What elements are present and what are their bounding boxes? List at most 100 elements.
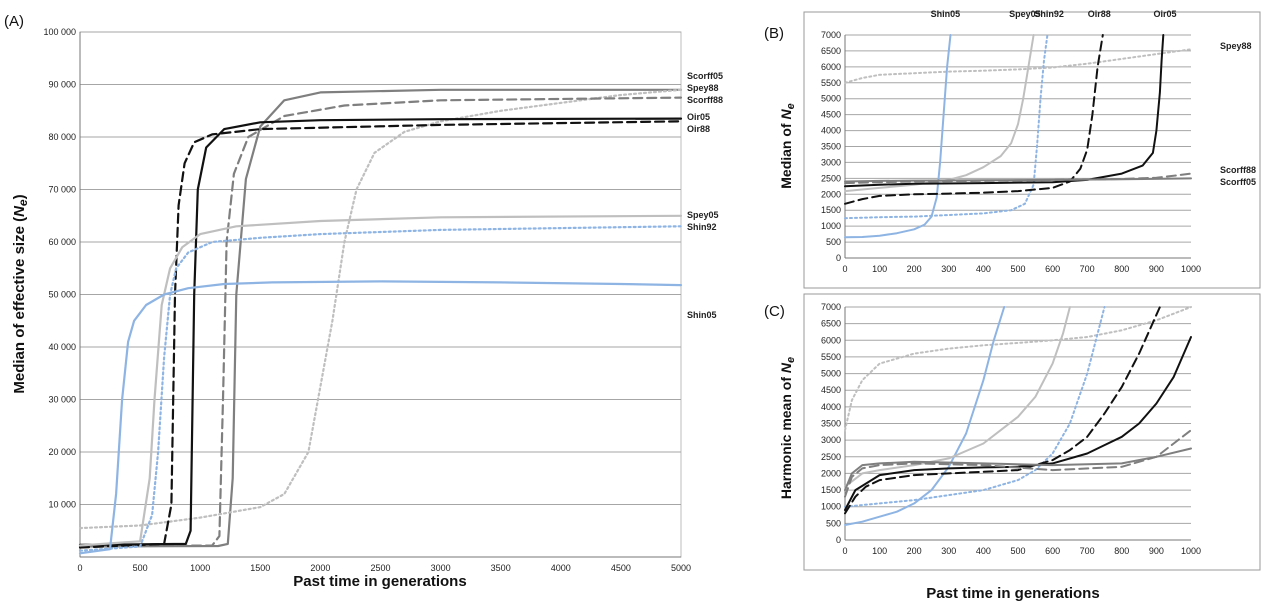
x-tick-label: 600 bbox=[1045, 264, 1060, 274]
series-label-oir88: Oir88 bbox=[687, 124, 710, 134]
y-tick-label: 50 000 bbox=[48, 290, 76, 300]
series-line-spey05 bbox=[78, 214, 683, 547]
panel-b-gridlines bbox=[844, 34, 1191, 259]
x-tick-label: 400 bbox=[976, 546, 991, 556]
x-tick-label: 600 bbox=[1045, 546, 1060, 556]
y-tick-label: 1500 bbox=[821, 205, 841, 215]
top-label-shin92: Shin92 bbox=[1034, 9, 1064, 19]
y-tick-label: 3500 bbox=[821, 419, 841, 429]
panel-a-y-axis-label: Median of effective size (Ne) bbox=[11, 194, 30, 393]
x-tick-label: 700 bbox=[1080, 546, 1095, 556]
panel-b: (B) 050010001500200025003000350040004500… bbox=[764, 9, 1261, 289]
x-tick-label: 300 bbox=[941, 546, 956, 556]
series-line-shin05 bbox=[844, 34, 952, 239]
x-tick-label: 400 bbox=[976, 264, 991, 274]
top-label-oir88: Oir88 bbox=[1088, 9, 1111, 19]
y-tick-label: 7000 bbox=[821, 302, 841, 312]
x-tick-label: 500 bbox=[1010, 264, 1025, 274]
series-label-shin05: Shin05 bbox=[687, 310, 717, 320]
panel-c-y-tick-labels: 0 500 1000 1500 2000 2500 3000 3500 4000 4500 5000… bbox=[821, 302, 841, 545]
x-tick-label: 1000 bbox=[1181, 264, 1201, 274]
series-label-spey88: Spey88 bbox=[687, 83, 719, 93]
x-tick-label: 200 bbox=[907, 546, 922, 556]
series-line-shin92 bbox=[844, 306, 1106, 508]
series-line-spey88 bbox=[844, 48, 1192, 84]
panel-a-x-tick-labels: 0 500 1000 1500 2000 2500 3000 3500 4000 4500 5000 bbox=[77, 563, 691, 573]
series-line-oir88 bbox=[844, 306, 1161, 515]
panel-c-y-axis-label: Harmonic mean of Ne bbox=[778, 357, 797, 499]
panel-a-series bbox=[78, 88, 683, 555]
x-tick-label: 900 bbox=[1149, 546, 1164, 556]
x-tick-label: 4000 bbox=[551, 563, 571, 573]
y-tick-label: 6500 bbox=[821, 46, 841, 56]
right-label-scorff05: Scorff05 bbox=[1220, 177, 1256, 187]
x-tick-label: 500 bbox=[1010, 546, 1025, 556]
series-line-scorff88 bbox=[844, 429, 1192, 498]
y-tick-label: 5000 bbox=[821, 94, 841, 104]
panel-b-y-axis-label: Median of Ne bbox=[778, 103, 797, 188]
y-tick-label: 0 bbox=[836, 535, 841, 545]
panel-b-label: (B) bbox=[764, 25, 784, 42]
y-tick-label: 5500 bbox=[821, 78, 841, 88]
series-label-oir05: Oir05 bbox=[687, 112, 710, 122]
series-line-scorff05 bbox=[78, 88, 683, 548]
panel-c-x-tick-labels: 0 100 200 300 400 500 600 700 800 900 1000 bbox=[842, 546, 1201, 556]
series-line-shin92 bbox=[844, 34, 1049, 220]
y-tick-label: 10 000 bbox=[48, 500, 76, 510]
series-line-shin92 bbox=[78, 225, 683, 552]
series-line-spey88 bbox=[844, 306, 1192, 432]
y-tick-label: 4000 bbox=[821, 402, 841, 412]
series-line-oir88 bbox=[844, 34, 1104, 205]
y-tick-label: 4500 bbox=[821, 385, 841, 395]
y-tick-label: 6000 bbox=[821, 62, 841, 72]
x-tick-label: 800 bbox=[1114, 264, 1129, 274]
panel-c-label: (C) bbox=[764, 303, 785, 320]
y-tick-label: 20 000 bbox=[48, 447, 76, 457]
x-tick-label: 3500 bbox=[491, 563, 511, 573]
panel-a: (A) 10 000 20 000 30 000 40 000 50 000 60 000… bbox=[4, 13, 723, 590]
y-tick-label: 5000 bbox=[821, 369, 841, 379]
x-tick-label: 300 bbox=[941, 264, 956, 274]
series-line-oir88 bbox=[78, 120, 683, 549]
y-tick-label: 30 000 bbox=[48, 395, 76, 405]
x-tick-label: 700 bbox=[1080, 264, 1095, 274]
y-tick-label: 5500 bbox=[821, 352, 841, 362]
series-line-oir05 bbox=[78, 117, 683, 547]
panel-a-series-labels: Scorff05 Spey88 Scorff88 Oir05 Oir88 Spey05 Sh… bbox=[687, 71, 723, 320]
y-tick-label: 90 000 bbox=[48, 80, 76, 90]
y-tick-label: 2500 bbox=[821, 173, 841, 183]
y-tick-label: 6500 bbox=[821, 319, 841, 329]
x-tick-label: 1000 bbox=[1181, 546, 1201, 556]
y-tick-label: 40 000 bbox=[48, 342, 76, 352]
series-line-scorff88 bbox=[78, 96, 683, 548]
series-line-shin05 bbox=[844, 306, 1006, 526]
x-tick-label: 900 bbox=[1149, 264, 1164, 274]
series-line-shin05 bbox=[78, 280, 683, 555]
panel-b-y-tick-labels: 0 500 1000 1500 2000 2500 3000 3500 4000 4500 5000… bbox=[821, 30, 841, 263]
x-tick-label: 100 bbox=[872, 264, 887, 274]
x-tick-label: 5000 bbox=[671, 563, 691, 573]
top-label-shin05: Shin05 bbox=[931, 9, 961, 19]
panel-c-x-axis-label: Past time in generations bbox=[926, 585, 1099, 602]
y-tick-label: 2000 bbox=[821, 189, 841, 199]
series-line-scorff05 bbox=[844, 177, 1192, 183]
top-label-oir05: Oir05 bbox=[1154, 9, 1177, 19]
y-tick-label: 1000 bbox=[821, 221, 841, 231]
y-tick-label: 4500 bbox=[821, 110, 841, 120]
y-tick-label: 2000 bbox=[821, 468, 841, 478]
x-tick-label: 1000 bbox=[190, 563, 210, 573]
x-tick-label: 800 bbox=[1114, 546, 1129, 556]
series-label-scorff05: Scorff05 bbox=[687, 71, 723, 81]
x-tick-label: 1500 bbox=[250, 563, 270, 573]
panel-b-right-series-labels: Spey88 Scorff88 Scorff05 bbox=[1220, 41, 1256, 187]
series-line-scorff88 bbox=[844, 172, 1192, 185]
panel-b-x-tick-labels: 0 100 200 300 400 500 600 700 800 900 1000 bbox=[842, 264, 1201, 274]
series-line-oir05 bbox=[844, 336, 1192, 511]
panel-a-label: (A) bbox=[4, 13, 24, 30]
y-tick-label: 1000 bbox=[821, 502, 841, 512]
y-tick-label: 100 000 bbox=[43, 27, 76, 37]
right-label-spey88: Spey88 bbox=[1220, 41, 1252, 51]
series-line-oir05 bbox=[844, 34, 1165, 188]
panel-b-frame bbox=[803, 11, 1261, 289]
